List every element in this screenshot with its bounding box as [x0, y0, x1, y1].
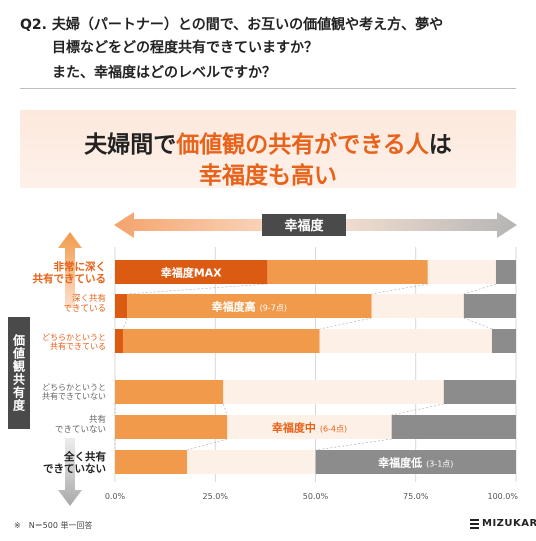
bar-max-row-2	[115, 294, 128, 318]
question-line-3: また、幸福度はどのレベルですか？	[52, 65, 276, 81]
bar-max-row-1	[115, 260, 268, 284]
y-axis-label: 価値観共有度	[8, 317, 30, 429]
x-tick-label: 50.0%	[303, 492, 329, 501]
segment-label-name: 幸福度中	[272, 421, 316, 435]
row-label-somewhat-shared: どちらかというと 共有できている	[42, 333, 106, 351]
row-label-line: 共有できていない	[42, 392, 106, 402]
up-arrow	[58, 232, 82, 308]
segment-label-name: 幸福度高	[212, 300, 256, 314]
connector-line	[122, 317, 128, 330]
bars	[115, 260, 516, 474]
bar-mid-row-4	[223, 380, 444, 404]
headline-part-2: は	[428, 132, 452, 158]
segment-label-high: 幸福度高 (9-7点)	[212, 300, 287, 314]
bar-low-row-1	[495, 260, 516, 284]
headline-line-2: 幸福度も高い	[199, 163, 337, 189]
segment-label-mid: 幸福度中 (6-4点)	[272, 421, 347, 435]
footnote: ※ N＝500 単一回答	[14, 521, 93, 530]
x-tick-label: 0.0%	[105, 492, 126, 501]
bar-low-row-6	[315, 450, 516, 474]
logo-text: MIZUKARA	[482, 518, 536, 529]
bar-mid-row-2	[371, 294, 464, 318]
row-label-somewhat-not-shared: どちらかというと 共有できていない	[42, 383, 106, 401]
bar-high-row-3	[123, 329, 320, 353]
row-label-deep: 深く共有 できている	[63, 294, 106, 315]
connector-line	[371, 283, 428, 295]
row-label-line: できていない	[43, 463, 106, 476]
connector-line	[463, 283, 497, 295]
bar-high-row-5	[115, 415, 228, 439]
row-label-line: 深く共有	[71, 294, 106, 304]
segment-label-max: 幸福度MAX	[161, 266, 222, 280]
logo-icon	[470, 518, 479, 529]
bar-max-row-3	[115, 329, 124, 353]
bar-mid-row-6	[187, 450, 316, 474]
grid-lines	[114, 247, 517, 482]
bar-mid-row-1	[427, 260, 496, 284]
mizukara-logo: MIZUKARA	[470, 518, 536, 529]
connector-line	[391, 403, 444, 416]
row-label-line: 共有できている	[50, 342, 106, 352]
bar-low-row-5	[391, 415, 516, 439]
segment-labels: 幸福度MAX 幸福度高 (9-7点) 幸福度中 (6-4点) 幸福度低 (3-1点)	[161, 266, 454, 470]
row-label-line: 共有	[88, 415, 106, 425]
bar-low-row-2	[463, 294, 516, 318]
row-label-line: 共有できている	[32, 273, 107, 286]
connector-line	[463, 317, 493, 330]
bar-high-row-1	[267, 260, 428, 284]
question-text-1: 夫婦（パートナー）との間で、お互いの価値観や考え方、夢や	[51, 17, 444, 33]
happiness-axis-title: 幸福度	[284, 218, 324, 234]
connector-line	[127, 283, 268, 295]
headline-highlight: 価値観の共有ができる人	[176, 132, 429, 158]
x-tick-label: 25.0%	[203, 492, 229, 501]
connector-line	[319, 317, 372, 330]
row-label-line: どちらかというと	[42, 383, 106, 392]
headline-part-1: 夫婦間で	[84, 132, 177, 158]
connector-line	[187, 438, 228, 451]
bar-high-row-2	[127, 294, 372, 318]
question-line-1: Q2. 夫婦（パートナー）との間で、お互いの価値観や考え方、夢や	[20, 14, 443, 34]
row-label-line: 非常に深く	[53, 261, 107, 273]
x-tick-labels: 0.0% 25.0% 50.0% 75.0% 100.0%	[105, 492, 519, 501]
x-tick-label: 75.0%	[403, 492, 429, 501]
connector-line	[222, 403, 228, 416]
x-tick-label: 100.0%	[487, 492, 518, 501]
row-label-line: できていない	[54, 424, 106, 435]
bar-mid-row-5	[227, 415, 392, 439]
row-label-not-at-all: 全く共有 できていない	[43, 451, 106, 475]
segment-label-name: 幸福度MAX	[161, 266, 222, 280]
row-label-not-shared: 共有 できていない	[54, 415, 106, 436]
segment-label-name: 幸福度低	[378, 456, 422, 470]
bar-low-row-4	[443, 380, 516, 404]
headline-line-1: 夫婦間で価値観の共有ができる人は	[20, 125, 516, 159]
divider	[20, 88, 516, 89]
bar-mid-row-3	[319, 329, 492, 353]
headline-banner: 夫婦間で価値観の共有ができる人は 幸福度も高い	[20, 110, 516, 189]
down-arrow	[58, 438, 82, 506]
bar-high-row-4	[115, 380, 224, 404]
segment-label-range: (6-4点)	[320, 425, 347, 434]
segment-label-range: (3-1点)	[426, 460, 453, 469]
segment-label-range: (9-7点)	[260, 304, 287, 313]
row-label-line: どちらかというと	[42, 333, 106, 342]
happiness-axis-title-box	[262, 214, 346, 236]
question-line-2: 目標などをどの程度共有できていますか？	[52, 40, 318, 56]
row-label-very-deep: 非常に深く 共有できている	[33, 261, 107, 285]
question-number: Q2.	[20, 17, 47, 33]
connector-lines	[114, 283, 497, 451]
row-label-line: できている	[63, 303, 106, 314]
bar-low-row-3	[491, 329, 516, 353]
segment-label-low: 幸福度低 (3-1点)	[378, 456, 453, 470]
row-label-line: 全く共有	[64, 451, 106, 463]
connector-line	[315, 438, 392, 451]
bar-high-row-6	[115, 450, 188, 474]
